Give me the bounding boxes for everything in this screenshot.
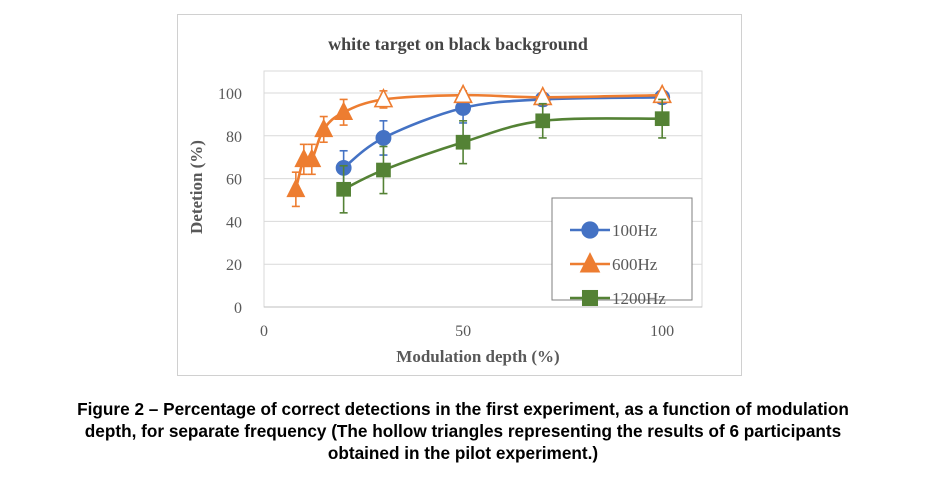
figure-caption: Figure 2 – Percentage of correct detecti…	[0, 398, 926, 464]
data-point	[334, 101, 354, 121]
series-layer	[286, 83, 672, 214]
line-chart: white target on black background 0 20 40 60…	[187, 34, 703, 366]
x-tick-label: 100	[650, 323, 674, 340]
series-1200hz	[336, 98, 670, 214]
legend: 100Hz 600Hz 1200Hz	[551, 197, 693, 308]
data-point	[376, 162, 391, 178]
legend-label: 100Hz	[612, 221, 658, 240]
legend-marker	[581, 221, 599, 239]
caption-line-2: depth, for separate frequency (The hollo…	[84, 421, 842, 441]
figure-frame: white target on black background 0 20 40 60…	[177, 14, 742, 376]
y-tick-label: 80	[226, 129, 242, 146]
legend-marker	[581, 289, 599, 307]
data-point	[286, 178, 306, 198]
x-tick-labels: 0 50 100	[260, 323, 674, 340]
x-axis-label: Modulation depth (%)	[396, 347, 559, 366]
series-600hz	[286, 83, 672, 208]
legend-box	[551, 197, 693, 301]
chart-title: white target on black background	[328, 34, 588, 54]
y-tick-label: 20	[226, 257, 242, 274]
caption-line-3: obtained in the pilot experiment.)	[327, 443, 599, 463]
legend-entries: 100Hz 600Hz 1200Hz	[570, 221, 666, 308]
y-tick-label: 100	[218, 86, 242, 103]
data-point	[375, 129, 392, 146]
y-tick-label: 40	[226, 214, 242, 231]
data-point	[314, 118, 334, 138]
data-point	[373, 88, 394, 108]
legend-entry-1200hz: 1200Hz	[570, 289, 666, 308]
data-point	[654, 111, 670, 127]
data-point	[535, 113, 551, 129]
series-line	[342, 95, 663, 169]
data-point	[336, 181, 351, 197]
legend-entry-600hz: 600Hz	[570, 252, 658, 274]
y-tick-labels: 0 20 40 60 80 100	[218, 86, 242, 317]
y-tick-label: 60	[226, 172, 242, 189]
data-point	[453, 83, 473, 104]
x-tick-label: 50	[455, 323, 471, 340]
x-tick-label: 0	[260, 323, 268, 340]
series-line	[294, 93, 663, 190]
legend-label: 600Hz	[612, 255, 658, 274]
y-axis-label: Detetion (%)	[187, 140, 206, 234]
legend-entry-100hz: 100Hz	[570, 221, 658, 240]
legend-marker	[579, 252, 601, 273]
data-point	[455, 134, 471, 150]
caption-line-1: Figure 2 – Percentage of correct detecti…	[77, 399, 849, 419]
y-tick-label: 0	[234, 300, 242, 317]
legend-label: 1200Hz	[612, 289, 666, 308]
data-point	[302, 148, 322, 168]
